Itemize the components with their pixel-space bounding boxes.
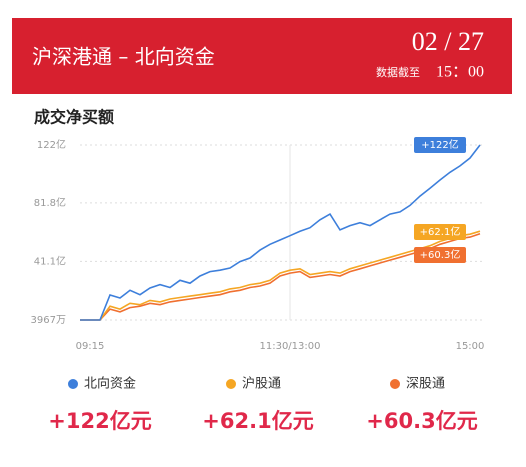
end-label-box [414, 137, 466, 153]
header-title: 沪深港通 – 北向资金 [32, 45, 215, 69]
total-value: +60.3亿元 [366, 409, 477, 433]
total-value: +62.1亿元 [202, 409, 313, 433]
as-of-time: 15：00 [436, 64, 484, 81]
series-line [80, 230, 481, 321]
y-tick-label: 122亿 [37, 138, 66, 151]
end-label-box [414, 247, 466, 263]
x-tick-label: 15:00 [456, 341, 485, 352]
header-band [12, 18, 512, 94]
legend-dot [390, 379, 400, 389]
y-tick-label: 81.8亿 [34, 196, 66, 209]
series-line [80, 144, 481, 321]
y-tick-label: 3967万 [31, 315, 66, 326]
legend-dot [226, 379, 236, 389]
legend-label: 北向资金 [84, 376, 136, 392]
section-title: 成交净买额 [34, 108, 114, 127]
total-value: +122亿元 [48, 409, 151, 433]
end-label: +62.1亿 [420, 225, 461, 238]
y-tick-label: 41.1亿 [34, 254, 66, 267]
as-of-label: 数据截至 [376, 65, 420, 79]
legend-label: 深股通 [406, 377, 445, 392]
series-line [80, 233, 481, 321]
end-label: +122亿 [421, 138, 458, 151]
end-label: +60.3亿 [420, 248, 461, 261]
x-tick-label: 09:15 [76, 341, 105, 352]
x-tick-label: 11:30/13:00 [259, 341, 320, 352]
header-date: 02 / 27 [412, 27, 484, 56]
legend-label: 沪股通 [242, 376, 281, 392]
end-label-box [414, 224, 466, 240]
legend-dot [68, 379, 78, 389]
